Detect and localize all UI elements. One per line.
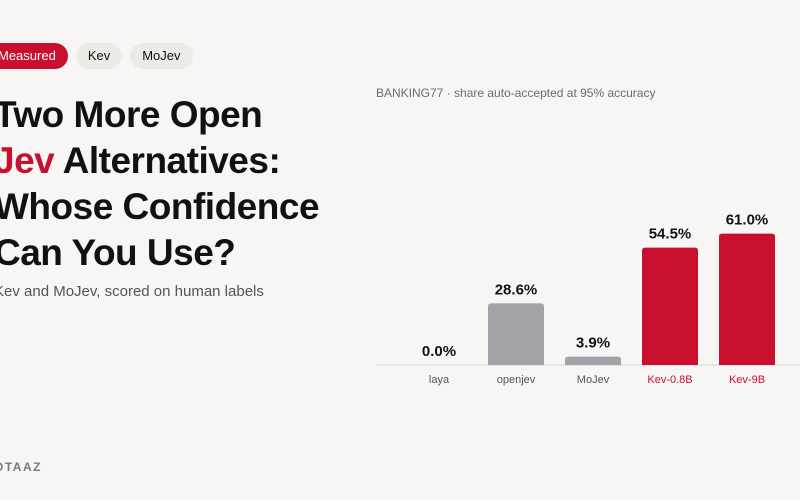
bar-Kev-9B	[719, 233, 775, 365]
value-label-MoJev: 3.9%	[576, 335, 610, 352]
category-label-Kev-0.8B: Kev-0.8B	[647, 374, 692, 386]
bar-openjev	[488, 303, 544, 365]
headline-line-1: Two More Open	[0, 94, 263, 135]
headline-line-2: Alternatives:	[54, 140, 281, 181]
category-label-Kev-9B: Kev-9B	[729, 374, 765, 386]
tag-measured[interactable]: Measured	[0, 43, 68, 69]
tag-mojev[interactable]: MoJev	[130, 43, 193, 69]
brand-logo: OTAAZ	[0, 460, 42, 474]
subtitle: Kev and MoJev, scored on human labels	[0, 283, 264, 300]
bar-Kev-0.8B	[642, 247, 698, 365]
headline-line-3: Whose Confidence	[0, 186, 320, 227]
page-title: Two More Open Jev Alternatives: Whose Co…	[0, 92, 374, 276]
bar-chart: 0.0% laya 28.6% openjev 3.9% MoJev 54.5% Kev-0.…	[376, 212, 800, 386]
bar-MoJev	[565, 356, 621, 365]
value-label-Kev-0.8B: 54.5%	[649, 226, 692, 243]
chart-title: BANKING77 · share auto-accepted at 95% a…	[376, 86, 656, 100]
headline-line-4: Can You Use?	[0, 232, 236, 273]
headline-accent: Jev	[0, 140, 55, 181]
tag-kev[interactable]: Kev	[75, 43, 123, 69]
filter-tags: Measured Kev MoJev	[0, 43, 193, 69]
category-label-laya: laya	[429, 374, 450, 386]
value-label-Kev-9B: 61.0%	[726, 212, 769, 229]
category-label-MoJev: MoJev	[577, 374, 610, 386]
value-label-openjev: 28.6%	[495, 281, 538, 298]
value-label-laya: 0.0%	[422, 343, 456, 360]
category-label-openjev: openjev	[497, 374, 536, 386]
